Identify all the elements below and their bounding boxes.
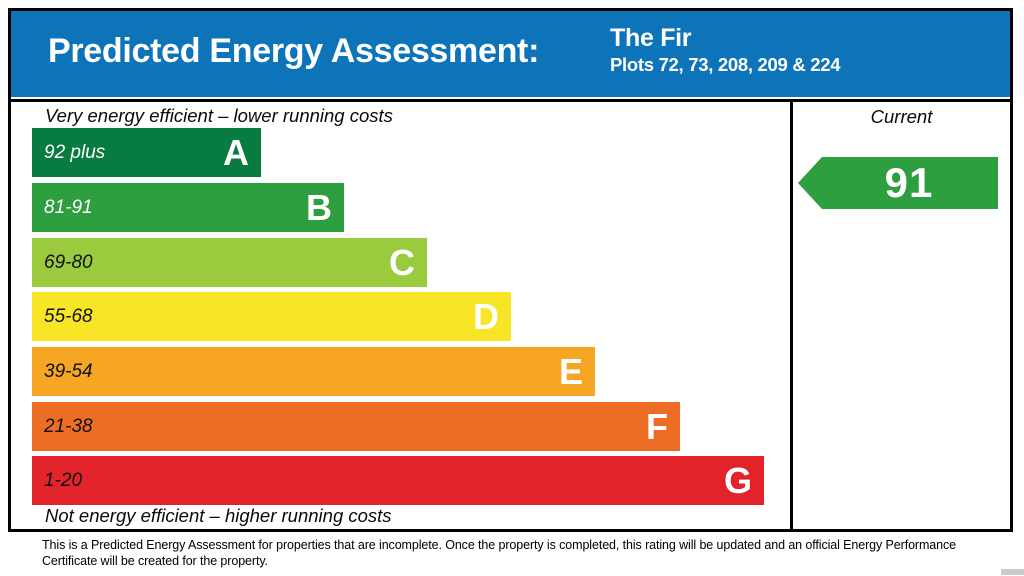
current-column: Current 91 [793, 102, 1010, 529]
current-rating-value: 91 [884, 159, 934, 206]
bottom-caption: Not energy efficient – higher running co… [45, 505, 392, 526]
band-range-label: 55-68 [44, 306, 93, 327]
property-name: The Fir [610, 24, 692, 52]
header-banner: Predicted Energy Assessment: The Fir Plo… [11, 11, 1010, 97]
band-G: 1-20 G [32, 456, 764, 505]
footer-note: This is a Predicted Energy Assessment fo… [42, 537, 992, 569]
band-B: 81-91 B [32, 183, 344, 232]
current-column-divider [790, 102, 793, 529]
band-D: 55-68 D [32, 292, 511, 341]
band-letter: B [306, 187, 332, 228]
band-range-label: 69-80 [44, 252, 93, 273]
band-letter: G [723, 460, 752, 501]
assessment-document: Predicted Energy Assessment: The Fir Plo… [8, 8, 1013, 532]
header-divider-line [11, 99, 1010, 102]
band-E: 39-54 E [32, 347, 595, 396]
band-range-label: 1-20 [44, 470, 83, 491]
footer-line-2: Certificate will be created for the prop… [42, 554, 268, 568]
band-A: 92 plus A [32, 128, 261, 177]
corner-artifact [1001, 569, 1024, 575]
footer-line-1: This is a Predicted Energy Assessment fo… [42, 538, 957, 552]
band-F: 21-38 F [32, 402, 680, 451]
band-range-label: 39-54 [44, 361, 93, 382]
band-letter: A [223, 132, 249, 173]
property-plots: Plots 72, 73, 208, 209 & 224 [610, 54, 841, 75]
band-range-label: 92 plus [44, 142, 106, 163]
property-block: The Fir Plots 72, 73, 208, 209 & 224 [610, 24, 841, 75]
band-range-label: 21-38 [44, 416, 93, 437]
band-C: 69-80 C [32, 238, 427, 287]
header-gap [11, 97, 1010, 99]
current-column-header: Current [870, 106, 933, 127]
top-caption: Very energy efficient – lower running co… [45, 105, 393, 126]
energy-rating-chart: Very energy efficient – lower running co… [11, 102, 1010, 529]
band-letter: F [646, 406, 668, 447]
band-range-label: 81-91 [44, 197, 93, 218]
band-letter: D [473, 296, 499, 337]
page-title: Predicted Energy Assessment: [48, 32, 540, 70]
band-letter: C [389, 242, 415, 283]
current-rating-arrow: 91 [798, 157, 998, 209]
band-letter: E [558, 351, 583, 392]
